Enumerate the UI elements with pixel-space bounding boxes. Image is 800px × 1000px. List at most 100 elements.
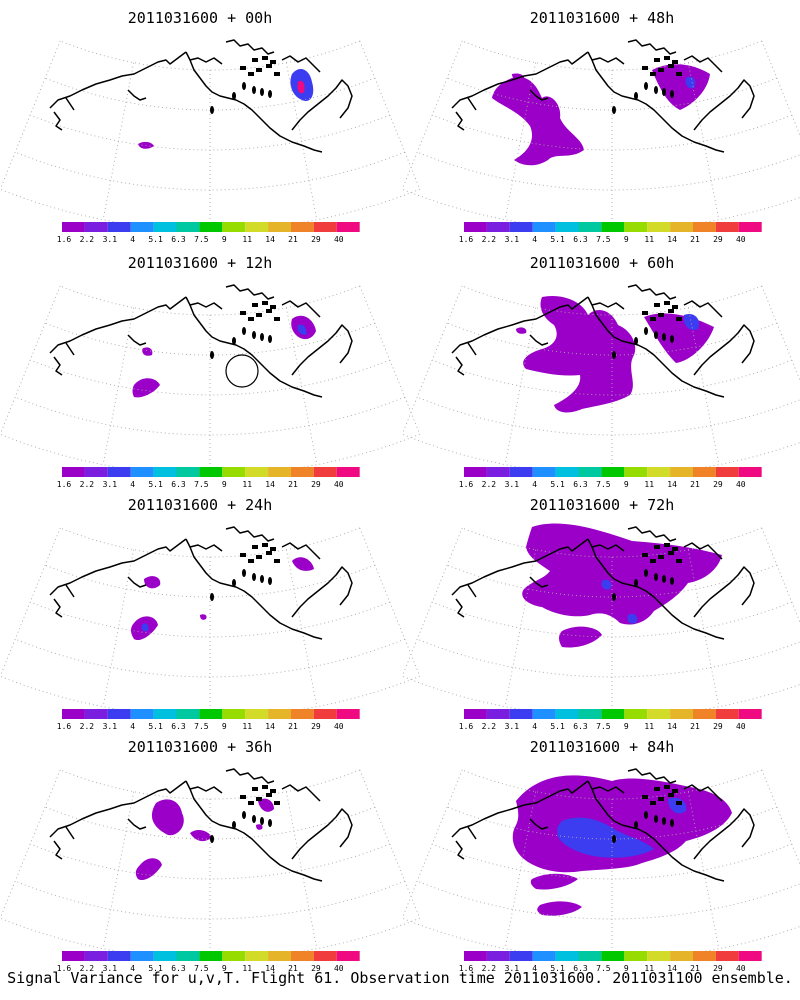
polar-map [401,523,800,718]
colorbar-swatch [532,467,556,477]
island [650,801,656,805]
map-panel: 2011031600 + 24h 1.6 2.2 3.1 4 5.1 6.3 7.5 9 11 14… [0,496,421,731]
colorbar-tick-label: 29 [311,480,321,489]
colorbar-tick-label: 9 [222,964,227,973]
latitude-gridline [432,601,792,638]
coastline [529,576,549,588]
colorbar-tick-label: 6.3 [171,480,186,489]
island [240,795,246,799]
polar-map [0,526,421,718]
island [252,303,258,307]
longitude-gridline [102,307,135,465]
signal-region [297,324,307,335]
colorbar-swatch [738,467,762,477]
island [642,66,648,70]
colorbar-tick-label: 7.5 [596,722,611,731]
colorbar-tick-label: 5.1 [550,964,565,973]
island [210,106,214,114]
coastline [49,51,187,109]
island [650,317,656,321]
latitude-gridline [30,114,390,151]
island [232,92,236,100]
colorbar-tick-label: 14 [265,964,275,973]
polar-map [401,768,800,960]
colorbar-tick-label: 21 [288,964,298,973]
colorbar-tick-label: 7.5 [194,964,209,973]
coastline [591,57,625,65]
colorbar: 1.6 2.2 3.1 4 5.1 6.3 7.5 9 11 14 21 29 40 [459,222,762,244]
colorbar-tick-label: 40 [334,235,344,244]
colorbar-swatch [222,951,246,961]
colorbar-tick-label: 14 [667,722,677,731]
coastline [281,784,321,802]
colorbar-tick-label: 40 [736,964,746,973]
longitude-gridline [761,769,800,866]
signal-region [557,817,654,858]
colorbar-swatch [130,467,154,477]
colorbar-swatch [291,467,314,477]
latitude-gridline [30,359,390,396]
colorbar-swatch [62,222,85,232]
figure-caption: Signal Variance for u,v,T. Flight 61. Ob… [7,969,793,987]
colorbar-swatch [464,951,487,961]
coastline [185,780,323,882]
island [268,577,272,585]
colorbar-swatch [153,222,177,232]
latitude-gridline [15,638,405,678]
latitude-gridline [462,769,762,800]
colorbar-tick-label: 29 [311,964,321,973]
coastline [693,324,755,376]
island [274,559,280,563]
colorbar-swatch [107,222,131,232]
signal-region [142,347,153,356]
signal-region [151,799,184,836]
longitude-gridline [761,40,800,137]
island [668,551,674,555]
colorbar-tick-label: 5.1 [148,964,163,973]
signal-region [144,576,161,589]
colorbar-swatch [715,709,739,719]
island [252,331,256,339]
map-panel: 2011031600 + 60h 1.6 2.2 3.1 4 5.1 6.3 7.5 9 11 14… [401,254,800,489]
island [240,311,246,315]
island [232,337,236,345]
signal-region [135,858,162,881]
colorbar-swatch [199,467,223,477]
colorbar-swatch [715,467,739,477]
colorbar-tick-label: 21 [288,480,298,489]
island [260,88,264,96]
latitude-gridline [417,396,800,436]
colorbar-tick-label: 21 [690,235,700,244]
colorbar-tick-label: 4 [532,235,537,244]
colorbar-swatch [555,222,579,232]
colorbar-swatch [464,467,487,477]
colorbar-swatch [291,951,314,961]
colorbar-tick-label: 11 [644,722,654,731]
colorbar-swatch [153,951,177,961]
polar-map [0,39,421,231]
colorbar-swatch [62,467,85,477]
island [612,106,616,114]
signal-region [627,613,638,624]
island [268,819,272,827]
island [256,797,262,801]
colorbar: 1.6 2.2 3.1 4 5.1 6.3 7.5 9 11 14 21 29 40 [57,709,360,731]
panel-title: 2011031600 + 84h [530,738,675,756]
colorbar-swatch [464,709,487,719]
island [668,64,674,68]
colorbar-tick-label: 2.2 [482,964,497,973]
colorbar: 1.6 2.2 3.1 4 5.1 6.3 7.5 9 11 14 21 29 40 [57,222,360,244]
colorbar-swatch [670,951,693,961]
colorbar-swatch [222,709,246,719]
map-panel: 2011031600 + 36h 1.6 2.2 3.1 4 5.1 6.3 7.5 9 11 14… [0,738,421,973]
coastline [455,356,465,376]
colorbar-tick-label: 29 [713,235,723,244]
coastline [53,840,63,860]
colorbar-swatch [509,467,533,477]
signal-region [190,830,212,842]
island [644,327,648,335]
island [260,575,264,583]
colorbar-swatch [715,951,739,961]
signal-region [683,313,700,331]
island [240,66,246,70]
